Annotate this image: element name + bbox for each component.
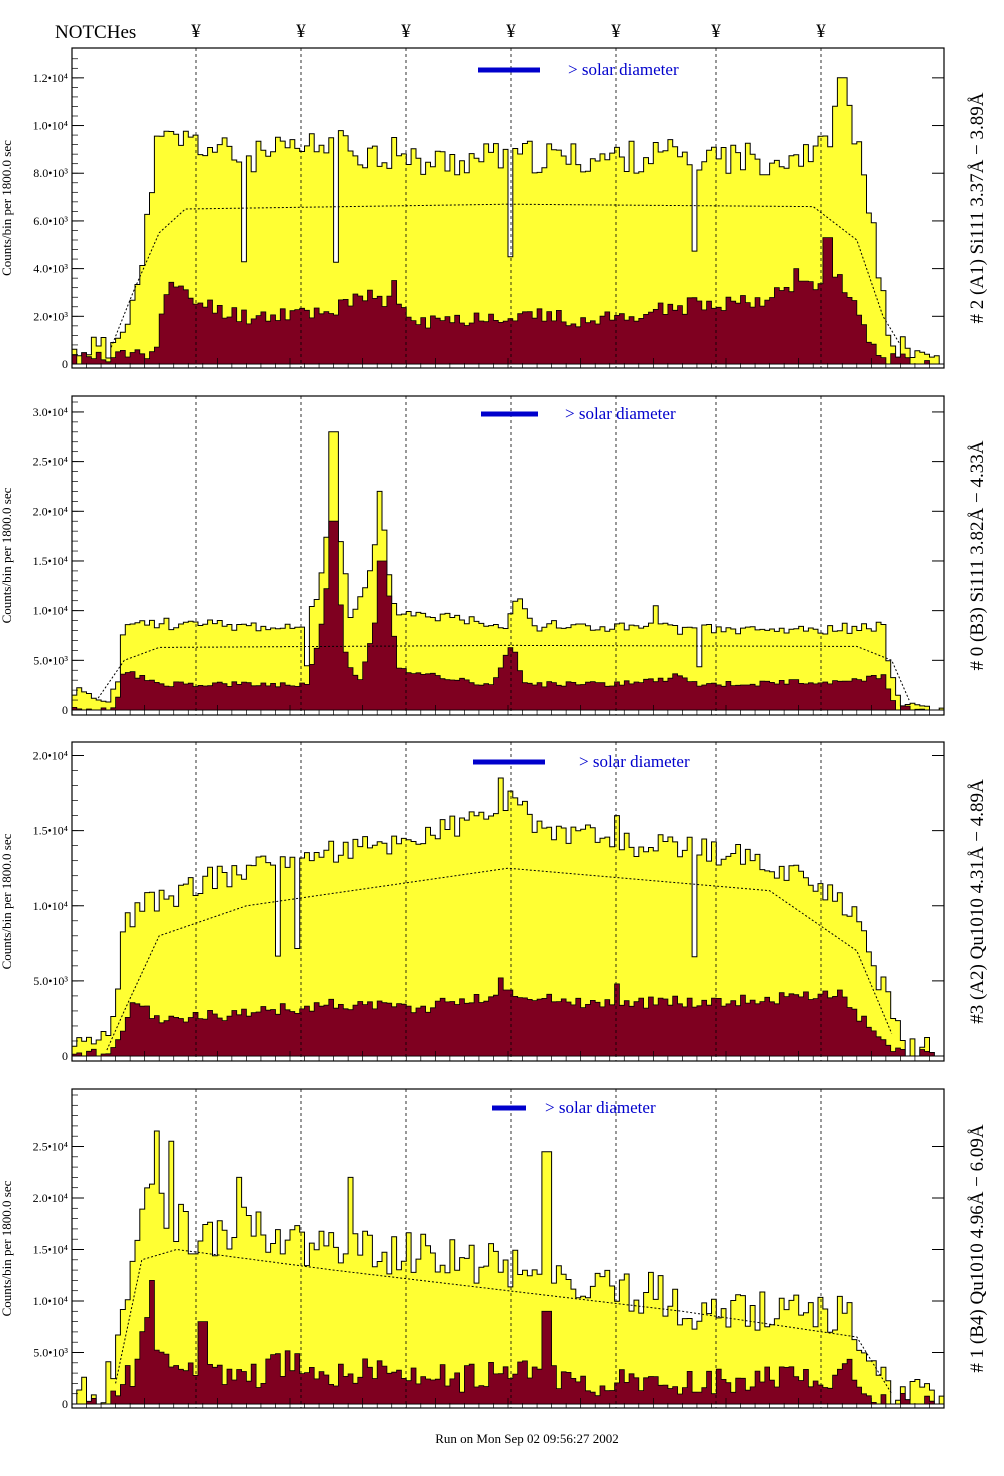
model-curve <box>106 867 893 1051</box>
y-tick-label: 5.0•10³ <box>33 1346 68 1360</box>
y-tick-label: 1.0•10⁴ <box>33 604 68 618</box>
notch-symbol: ¥ <box>191 21 201 42</box>
y-tick-label: 2.5•10⁴ <box>33 455 68 469</box>
notch-symbol: ¥ <box>611 21 621 42</box>
y-tick-label: 5.0•10³ <box>33 974 68 988</box>
y-tick-label: 1.0•10⁴ <box>33 1294 68 1308</box>
chart-panel-0: 0 2.0•10³ 4.0•10³ 6.0•10³ 8.0•10³ 1.0•10⁴ 1.2•… <box>0 47 988 371</box>
model-curve <box>115 1248 893 1394</box>
notches-label: NOTCHes <box>55 22 136 43</box>
y-tick-label: 6.0•10³ <box>33 214 68 228</box>
panel-side-label: #3 (A2) Qu1010 4.31Å − 4.89Å <box>967 779 988 1024</box>
legend-text: > solar diameter <box>565 404 676 423</box>
y-tick-label: 1.5•10⁴ <box>33 554 68 568</box>
y-axis-label: Counts/bin per 1800.0 sec <box>0 833 14 969</box>
partial-counts-histogram <box>72 1280 944 1405</box>
chart-panel-2: 0 5.0•10³ 1.0•10⁴ 1.5•10⁴ 2.0•10⁴ Counts/bin … <box>0 741 988 1063</box>
y-tick-label: 2.5•10⁴ <box>33 1140 68 1154</box>
total-counts-histogram <box>71 77 944 365</box>
y-axis-label: Counts/bin per 1800.0 sec <box>0 140 14 276</box>
y-tick-label: 1.5•10⁴ <box>33 824 68 838</box>
partial-counts-histogram <box>71 237 944 365</box>
y-tick-label: 2.0•10³ <box>33 309 68 323</box>
y-tick-label: 0 <box>62 1049 68 1063</box>
y-tick-label: 2.0•10⁴ <box>33 1191 68 1205</box>
run-timestamp: Run on Mon Sep 02 09:56:27 2002 <box>435 1431 618 1446</box>
y-tick-label: 2.0•10⁴ <box>33 504 68 518</box>
y-tick-label: 5.0•10³ <box>33 653 68 667</box>
legend-text: > solar diameter <box>568 60 679 79</box>
partial-counts-histogram <box>71 977 944 1057</box>
model-curve <box>110 203 901 348</box>
panel-side-label: # 0 (B3) Si111 3.82Å − 4.33Å <box>967 440 988 670</box>
y-axis-label: Counts/bin per 1800.0 sec <box>0 1180 14 1316</box>
y-tick-label: 0 <box>62 703 68 717</box>
notch-symbol: ¥ <box>816 21 826 42</box>
notch-symbols: ¥ ¥ ¥ ¥ ¥ ¥ ¥ <box>191 21 826 42</box>
total-counts-histogram <box>71 431 945 711</box>
chart-panels: 0 2.0•10³ 4.0•10³ 6.0•10³ 8.0•10³ 1.0•10⁴ 1.2•… <box>0 47 988 1411</box>
panel-side-label: # 2 (A1) Si111 3.37Å − 3.89Å <box>967 92 988 323</box>
y-tick-label: 0 <box>62 1397 68 1411</box>
y-tick-label: 2.0•10⁴ <box>33 749 68 763</box>
chart-panel-3: 0 5.0•10³ 1.0•10⁴ 1.5•10⁴ 2.0•10⁴ 2.5•10⁴ Coun… <box>0 1088 988 1411</box>
partial-counts-histogram <box>71 520 944 711</box>
notch-symbol: ¥ <box>401 21 411 42</box>
legend-text: > solar diameter <box>545 1098 656 1117</box>
model-curve <box>97 644 910 701</box>
legend-text: > solar diameter <box>579 752 690 771</box>
y-tick-label: 1.5•10⁴ <box>33 1243 68 1257</box>
chart-panel-1: 0 5.0•10³ 1.0•10⁴ 1.5•10⁴ 2.0•10⁴ 2.5•10⁴ 3.0•… <box>0 395 988 717</box>
total-counts-histogram <box>71 777 944 1057</box>
y-tick-label: 4.0•10³ <box>33 262 68 276</box>
y-axis-label: Counts/bin per 1800.0 sec <box>0 487 14 623</box>
total-counts-histogram <box>72 1130 945 1405</box>
y-tick-label: 3.0•10⁴ <box>33 405 68 419</box>
notch-symbol: ¥ <box>711 21 721 42</box>
notch-symbol: ¥ <box>296 21 306 42</box>
y-tick-label: 0 <box>62 357 68 371</box>
y-tick-label: 1.2•10⁴ <box>33 71 68 85</box>
y-tick-label: 1.0•10⁴ <box>33 119 68 133</box>
notch-symbol: ¥ <box>506 21 516 42</box>
y-tick-label: 1.0•10⁴ <box>33 899 68 913</box>
y-tick-label: 8.0•10³ <box>33 166 68 180</box>
panel-side-label: # 1 (B4) Qu1010 4.96Å − 6.09Å <box>967 1124 988 1372</box>
